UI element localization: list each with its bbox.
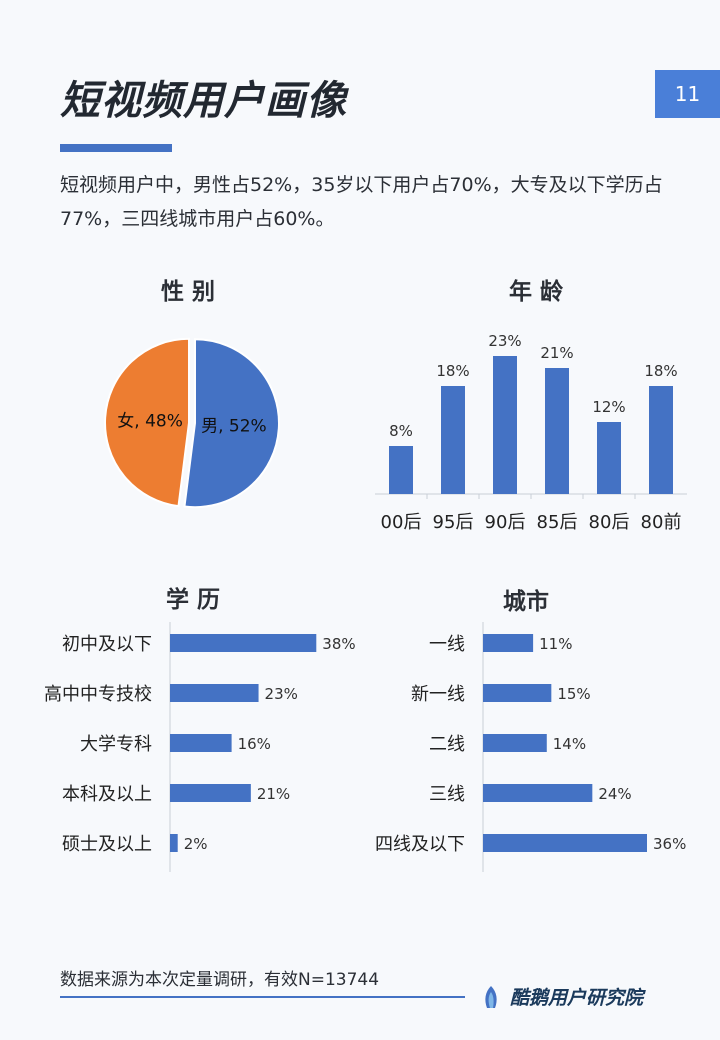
age-bar	[649, 386, 673, 494]
city-bar	[483, 734, 547, 752]
age-bar	[389, 446, 413, 494]
brand-name: 酷鹅用户研究院	[510, 987, 644, 1009]
city-bar	[483, 834, 647, 852]
age-tick-label: 95后	[433, 512, 474, 533]
city-data-label: 14%	[553, 735, 586, 753]
city-bar-chart: 一线 11% 新一线 15% 二线 14% 三线 24% 四线及以下 36%	[375, 622, 686, 872]
city-tick-label: 一线	[429, 634, 465, 655]
education-tick-label: 本科及以上	[62, 784, 152, 805]
intro-text: 短视频用户中，男性占52%，35岁以下用户占70%，大专及以下学历占77%，三四…	[60, 174, 663, 230]
education-data-label: 23%	[265, 685, 298, 703]
city-tick-label: 三线	[429, 784, 465, 805]
education-tick-label: 初中及以下	[62, 634, 152, 655]
city-data-label: 36%	[653, 835, 686, 853]
education-bar	[170, 734, 232, 752]
education-bar	[170, 834, 178, 852]
title-underline	[60, 144, 172, 152]
education-bar	[170, 684, 259, 702]
city-bar	[483, 684, 552, 702]
age-bar	[441, 386, 465, 494]
age-bar-chart: 8% 00后 18% 95后 23% 90后 21% 85后 12% 80后 18% 80前	[375, 332, 687, 533]
age-tick-label: 80后	[589, 512, 630, 533]
age-tick-label: 80前	[641, 512, 682, 533]
age-tick-label: 00后	[381, 512, 422, 533]
education-data-label: 38%	[322, 635, 355, 653]
education-data-label: 21%	[257, 785, 290, 803]
age-data-label: 23%	[488, 332, 521, 350]
pie-slice-女	[104, 337, 191, 508]
education-data-label: 16%	[238, 735, 271, 753]
city-data-label: 24%	[598, 785, 631, 803]
age-tick-label: 85后	[537, 512, 578, 533]
city-bar	[483, 784, 593, 802]
age-data-label: 21%	[540, 344, 573, 362]
pie-data-label: 女, 48%	[117, 411, 183, 431]
age-chart-title: 年 龄	[508, 279, 563, 305]
city-tick-label: 二线	[429, 734, 465, 755]
city-tick-label: 四线及以下	[375, 834, 465, 855]
age-data-label: 18%	[644, 362, 677, 380]
age-bar	[597, 422, 621, 494]
gender-pie-chart: 男, 52% 女, 48%	[104, 337, 280, 509]
education-bar-chart: 初中及以下 38% 高中中专技校 23% 大学专科 16% 本科及以上 21% 硕士及以上 2%	[44, 622, 356, 872]
education-tick-label: 大学专科	[80, 734, 152, 755]
education-tick-label: 高中中专技校	[44, 684, 152, 705]
city-chart-title: 城市	[503, 589, 549, 615]
age-data-label: 18%	[436, 362, 469, 380]
data-source-note: 数据来源为本次定量调研，有效N=13744	[60, 970, 380, 990]
age-bar	[545, 368, 569, 494]
age-data-label: 8%	[389, 422, 413, 440]
city-tick-label: 新一线	[411, 684, 465, 705]
brand-logo: 酷鹅用户研究院	[478, 983, 643, 1010]
page-number: 11	[655, 70, 720, 118]
penguin-logo-icon	[485, 985, 497, 1008]
age-bar	[493, 356, 517, 494]
pie-slice-男	[183, 338, 280, 509]
education-tick-label: 硕士及以上	[62, 834, 152, 855]
city-bar	[483, 634, 534, 652]
education-chart-title: 学 历	[165, 587, 220, 613]
education-bar	[170, 784, 251, 802]
footer-divider	[60, 996, 465, 998]
age-data-label: 12%	[592, 398, 625, 416]
city-data-label: 15%	[557, 685, 590, 703]
city-data-label: 11%	[539, 635, 572, 653]
pie-data-label: 男, 52%	[201, 417, 267, 437]
page-title: 短视频用户画像	[60, 78, 347, 124]
education-data-label: 2%	[184, 835, 208, 853]
age-tick-label: 90后	[485, 512, 526, 533]
gender-chart-title: 性 别	[160, 279, 215, 305]
education-bar	[170, 634, 317, 652]
